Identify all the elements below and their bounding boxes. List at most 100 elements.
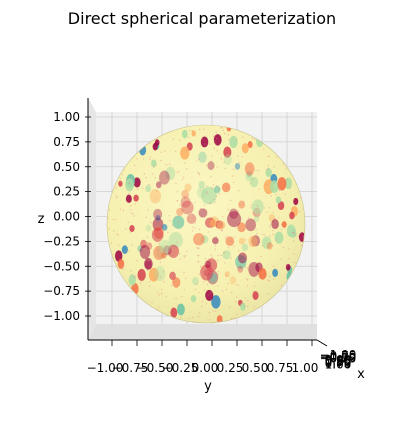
surface-patch (125, 194, 132, 203)
surface-dot (197, 172, 199, 174)
surface-dot (285, 264, 287, 266)
y-tick-label: 0.25 (217, 361, 244, 375)
surface-patch (225, 236, 235, 247)
surface-dot (249, 182, 252, 185)
surface-patch (180, 146, 190, 160)
surface-dot (273, 224, 276, 227)
surface-dot (199, 312, 201, 314)
surface-dot (116, 195, 118, 197)
surface-dot (156, 190, 158, 192)
surface-dot (280, 284, 283, 287)
surface-dot (257, 170, 260, 172)
surface-dot (227, 139, 230, 141)
surface-dot (122, 268, 124, 270)
surface-dot (131, 274, 133, 276)
surface-dot (143, 248, 146, 250)
surface-patch (229, 276, 237, 285)
surface-dot (108, 209, 111, 211)
surface-dot (162, 235, 164, 238)
surface-dot (259, 264, 261, 266)
surface-dot (285, 168, 288, 170)
surface-dot (116, 233, 118, 235)
surface-dot (282, 188, 285, 191)
surface-dot (110, 242, 113, 244)
surface-dot (115, 187, 117, 189)
surface-dot (252, 244, 254, 247)
surface-dot (188, 129, 191, 132)
surface-dot (289, 187, 291, 189)
surface-dot (238, 269, 241, 271)
surface-dot (293, 232, 295, 234)
surface-dot (208, 294, 210, 296)
y-tick-label: 0.00 (192, 361, 219, 375)
surface-dot (148, 259, 150, 262)
surface-dot (155, 164, 158, 166)
surface-patch (265, 168, 272, 178)
surface-dot (212, 184, 215, 186)
surface-dot (224, 237, 227, 239)
surface-dot (133, 215, 135, 217)
surface-patch (223, 154, 232, 166)
surface-dot (136, 188, 139, 190)
surface-dot (128, 182, 130, 185)
surface-patch (216, 220, 226, 230)
surface-dot (198, 247, 200, 249)
surface-dot (196, 247, 198, 249)
surface-dot (203, 204, 205, 206)
surface-dot (277, 188, 280, 190)
surface-dot (179, 204, 181, 207)
surface-dot (151, 173, 154, 175)
surface-dot (159, 261, 162, 264)
surface-dot (223, 132, 226, 135)
surface-dot (246, 267, 248, 270)
surface-dot (178, 170, 180, 172)
surface-dot (158, 294, 160, 296)
surface-dot (222, 252, 225, 254)
surface-dot (205, 303, 208, 305)
surface-dot (184, 277, 187, 280)
surface-dot (122, 209, 125, 211)
surface-dot (128, 250, 130, 253)
surface-patch (169, 271, 176, 281)
surface-dot (199, 208, 202, 210)
surface-dot (287, 270, 289, 272)
surface-dot (263, 148, 265, 151)
surface-dot (210, 254, 212, 256)
surface-dot (266, 183, 268, 186)
surface-dot (159, 210, 161, 212)
surface-dot (217, 254, 219, 257)
surface-dot (197, 315, 200, 318)
surface-dot (217, 273, 219, 275)
surface-patch (216, 314, 223, 323)
surface-dot (210, 257, 212, 260)
x-axis-line (316, 339, 328, 347)
surface-dot (224, 167, 227, 170)
surface-dot (198, 173, 201, 176)
surface-dot (266, 211, 268, 214)
z-tick-label: 0.25 (53, 185, 80, 199)
surface-dot (220, 157, 222, 160)
surface-dot (262, 233, 264, 236)
surface-dot (245, 223, 247, 226)
surface-patch (238, 252, 247, 264)
surface-dot (215, 195, 218, 197)
surface-dot (256, 232, 258, 235)
surface-patch (155, 215, 161, 222)
surface-dot (211, 187, 213, 189)
surface-dot (169, 219, 171, 222)
surface-dot (272, 233, 274, 236)
surface-dot (246, 279, 249, 281)
surface-dot (259, 265, 262, 267)
surface-dot (244, 266, 247, 268)
surface-patch (252, 291, 259, 300)
surface-patch (286, 224, 296, 238)
surface-dot (165, 164, 168, 166)
surface-patch (200, 136, 209, 148)
surface-dot (188, 317, 190, 319)
surface-dot (200, 265, 202, 268)
surface-dot (239, 161, 241, 164)
surface-dot (117, 234, 120, 236)
surface-dot (205, 164, 208, 167)
surface-patch (198, 180, 205, 189)
surface-dot (232, 175, 234, 177)
